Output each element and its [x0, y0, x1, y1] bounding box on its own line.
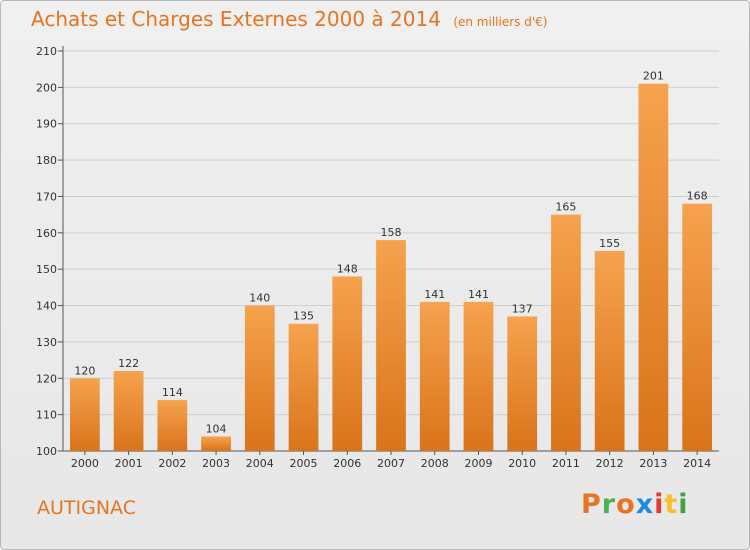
- proxiti-logo[interactable]: Proxiti: [581, 489, 689, 520]
- x-tick-label: 2006: [333, 457, 361, 470]
- x-tick-label: 2011: [552, 457, 580, 470]
- bar: [288, 323, 319, 451]
- bar: [113, 371, 144, 451]
- data-label: 201: [643, 70, 664, 83]
- bar-chart: 120 122 114 104 140 135 148 158 141 141 137 165 155 2…: [36, 45, 719, 470]
- chart-title-text: Achats et Charges Externes 2000 à 2014: [31, 7, 441, 31]
- y-tick-label: 190: [36, 118, 57, 131]
- bar: [594, 251, 625, 451]
- y-tick-label: 140: [36, 300, 57, 313]
- x-tick-label: 2008: [421, 457, 449, 470]
- x-tick-label: 2012: [596, 457, 624, 470]
- y-tick-label: 150: [36, 263, 57, 276]
- x-tick-label: 2010: [508, 457, 536, 470]
- data-label: 120: [74, 364, 95, 377]
- x-tick-label: 2005: [290, 457, 318, 470]
- data-label: 114: [162, 386, 183, 399]
- y-tick-label: 160: [36, 227, 57, 240]
- y-tick-label: 180: [36, 154, 57, 167]
- x-tick-label: 2009: [464, 457, 492, 470]
- y-tick-label: 130: [36, 336, 57, 349]
- bar: [463, 301, 494, 451]
- y-tick-label: 200: [36, 81, 57, 94]
- logo-letter: o: [616, 489, 636, 520]
- data-label: 135: [293, 310, 314, 323]
- data-label: 104: [206, 422, 227, 435]
- logo-letter: i: [678, 489, 689, 520]
- tick-labels: 100 110 120 130 140 150 160 170 180 190 200 210 2000…: [36, 45, 711, 470]
- data-label: 137: [512, 302, 533, 315]
- chart-subtitle: (en milliers d'€): [453, 15, 548, 29]
- data-labels: 120 122 114 104 140 135 148 158 141 141 137 165 155 2…: [74, 70, 707, 436]
- bar: [419, 301, 450, 451]
- x-tick-label: 2007: [377, 457, 405, 470]
- x-tick-label: 2001: [115, 457, 143, 470]
- logo-letter: P: [581, 489, 602, 520]
- x-tick-label: 2013: [639, 457, 667, 470]
- bar: [551, 214, 581, 451]
- chart-title: Achats et Charges Externes 2000 à 2014 (…: [31, 7, 547, 31]
- y-tick-label: 170: [36, 190, 57, 203]
- data-label: 168: [687, 190, 708, 203]
- x-tick-label: 2014: [683, 457, 711, 470]
- logo-letter: x: [635, 489, 655, 520]
- data-label: 165: [555, 201, 576, 214]
- bar: [332, 276, 363, 451]
- bar: [376, 240, 406, 451]
- data-label: 158: [381, 226, 402, 239]
- logo-letter: t: [664, 489, 679, 520]
- data-label: 141: [468, 288, 489, 301]
- bar: [157, 400, 188, 451]
- data-label: 140: [249, 292, 270, 305]
- bar: [682, 203, 713, 451]
- x-tick-label: 2003: [202, 457, 230, 470]
- y-tick-label: 100: [36, 445, 57, 458]
- logo-letter: r: [601, 489, 617, 520]
- data-label: 141: [424, 288, 445, 301]
- bar: [69, 378, 100, 451]
- y-tick-label: 120: [36, 372, 57, 385]
- data-label: 148: [337, 262, 358, 275]
- bar: [638, 83, 669, 452]
- bar: [244, 305, 275, 451]
- y-tick-label: 210: [36, 45, 57, 58]
- x-tick-label: 2000: [71, 457, 99, 470]
- place-name: AUTIGNAC: [37, 497, 136, 519]
- bar: [507, 316, 538, 451]
- data-label: 155: [599, 237, 620, 250]
- y-tick-label: 110: [36, 409, 57, 422]
- x-tick-label: 2002: [158, 457, 186, 470]
- data-label: 122: [118, 357, 139, 370]
- bar: [201, 436, 231, 451]
- logo-letter: i: [654, 489, 665, 520]
- bars: [69, 83, 713, 452]
- x-tick-label: 2004: [246, 457, 274, 470]
